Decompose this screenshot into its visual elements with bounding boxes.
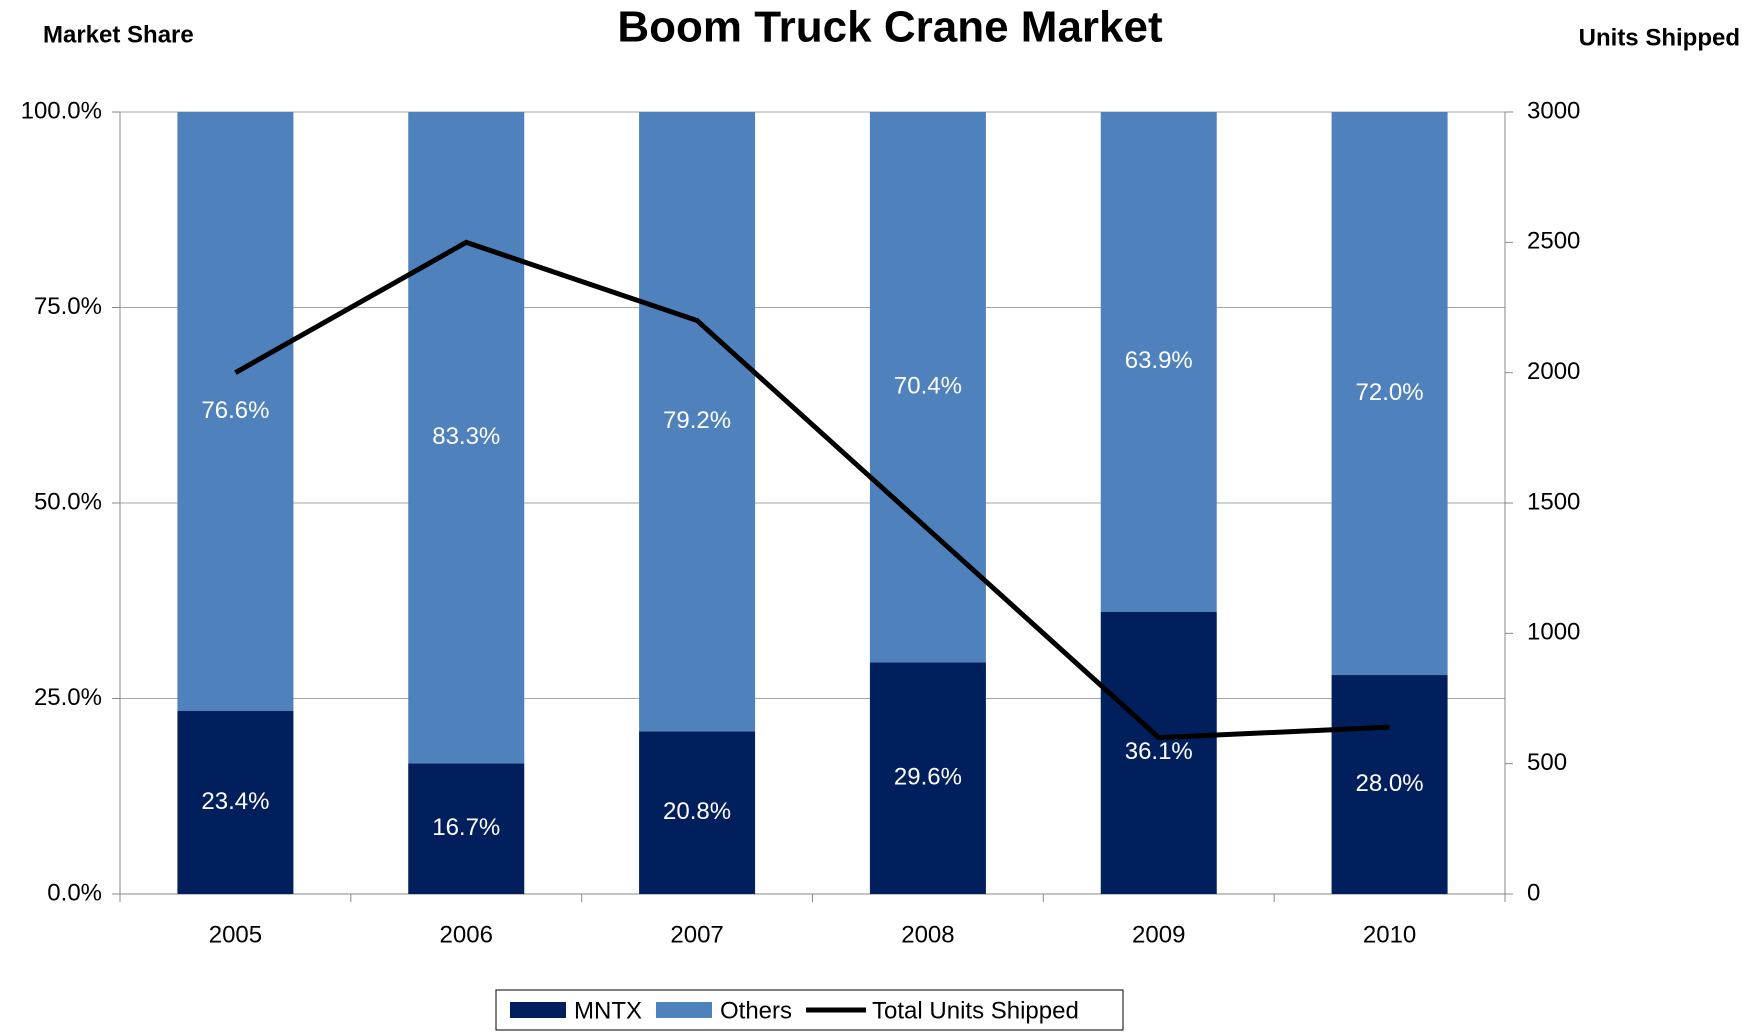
data-label: 63.9% xyxy=(1125,347,1193,374)
data-label: 70.4% xyxy=(894,373,962,400)
x-tick-label: 2005 xyxy=(209,921,262,948)
bar-segment xyxy=(869,662,986,894)
data-label: 28.0% xyxy=(1356,770,1424,797)
legend-label: Total Units Shipped xyxy=(872,997,1079,1024)
x-tick-label: 2008 xyxy=(901,921,954,948)
bar-segment xyxy=(639,112,756,732)
bar-segment xyxy=(1331,112,1448,676)
data-label: 23.4% xyxy=(201,788,269,815)
bar-segment xyxy=(639,731,756,894)
bar-segment xyxy=(1331,675,1448,894)
data-label: 20.8% xyxy=(663,798,731,825)
y-tick-label: 25.0% xyxy=(34,684,102,711)
data-label: 76.6% xyxy=(201,397,269,424)
y-tick-label: 50.0% xyxy=(34,488,102,515)
y2-axis-title: Units Shipped xyxy=(1579,24,1740,51)
x-tick-label: 2006 xyxy=(440,921,493,948)
legend-swatch xyxy=(656,1002,712,1018)
data-label: 29.6% xyxy=(894,764,962,791)
line xyxy=(234,239,1390,741)
data-label: 16.7% xyxy=(432,814,500,841)
y-tick-label: 0.0% xyxy=(47,879,102,906)
y2-tick-label: 0 xyxy=(1527,879,1540,906)
legend-swatch xyxy=(510,1002,566,1018)
data-label: 83.3% xyxy=(432,423,500,450)
y2-tick-label: 2000 xyxy=(1527,358,1580,385)
bar-segment xyxy=(408,112,525,764)
y2-tick-label: 3000 xyxy=(1527,97,1580,124)
data-label: 36.1% xyxy=(1125,738,1193,765)
x-tick-label: 2010 xyxy=(1363,921,1416,948)
bar-segment xyxy=(1100,611,1217,894)
y-tick-label: 75.0% xyxy=(34,293,102,320)
y-tick-label: 100.0% xyxy=(21,97,102,124)
data-label: 72.0% xyxy=(1356,379,1424,406)
data-label: 79.2% xyxy=(663,407,731,434)
bar-segment xyxy=(177,112,294,712)
chart-title: Boom Truck Crane Market xyxy=(617,3,1163,52)
legend-label: MNTX xyxy=(574,997,642,1024)
y2-tick-label: 1500 xyxy=(1527,488,1580,515)
bar-segment xyxy=(177,711,294,894)
y2-tick-label: 500 xyxy=(1527,749,1567,776)
x-tick-label: 2009 xyxy=(1132,921,1185,948)
bar-segment xyxy=(869,112,986,663)
x-tick-label: 2007 xyxy=(670,921,723,948)
bar-segment xyxy=(408,763,525,894)
legend-label: Others xyxy=(720,997,792,1024)
y-axis-title: Market Share xyxy=(43,21,194,48)
y2-tick-label: 1000 xyxy=(1527,619,1580,646)
bar-segment xyxy=(1100,112,1217,612)
y2-tick-label: 2500 xyxy=(1527,228,1580,255)
